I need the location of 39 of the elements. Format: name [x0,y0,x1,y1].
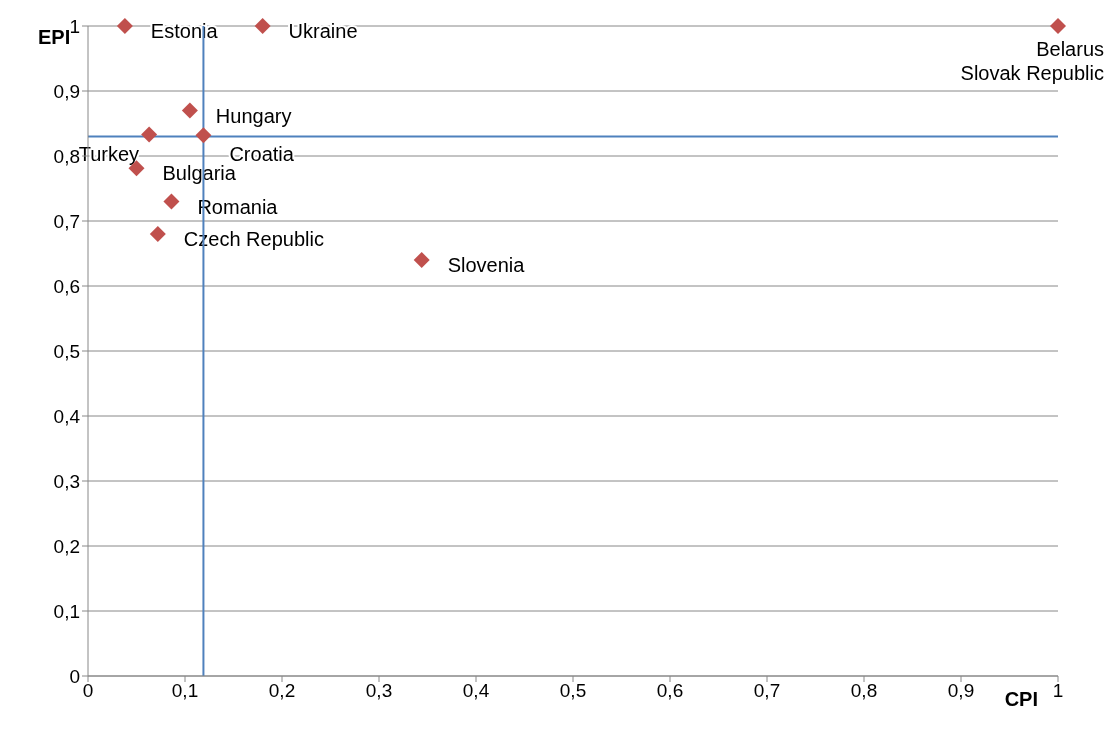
y-axis-title: EPI [38,26,71,48]
x-tick-label: 0,2 [268,680,296,702]
y-tick-label: 0,1 [53,600,80,622]
x-tick-label: 0,1 [171,680,199,702]
y-tick-label: 0 [69,665,80,687]
point [149,226,166,242]
y-tick-label: 0,4 [53,405,81,427]
point [413,252,430,268]
x-axis-title: CPI [1004,688,1038,710]
x-tick-label: 0,4 [462,680,490,702]
y-tick-label: 0,6 [53,275,80,297]
point [254,18,271,34]
annotation: Slovak Republic [960,62,1104,84]
x-tick-label: 0,5 [559,680,587,702]
y-tick-label: 1 [69,15,80,37]
y-tick-label: 0,5 [53,340,80,362]
y-tick-label: 0,7 [53,210,80,232]
x-tick-label: 0,3 [365,680,393,702]
x-tick-label: 0,9 [947,680,975,702]
annotation: Turkey [78,142,140,165]
point [195,127,212,144]
x-tick-label: 0,6 [656,680,684,702]
annotation: Slovenia [447,254,526,276]
point [141,126,158,143]
annotation: Ukraine [288,20,358,42]
point [181,102,198,119]
y-tick-label: 0,3 [53,470,80,492]
x-tick-label: 1 [1052,680,1064,702]
point [163,193,180,210]
x-tick-label: 0,7 [753,680,781,702]
y-tick-label: 0,8 [53,145,80,167]
point [1050,18,1066,34]
annotation: Belarus [1036,38,1104,60]
annotation: Croatia [229,142,295,165]
y-tick-label: 0,9 [53,80,80,102]
y-tick-label: 0,2 [53,535,80,557]
point [116,18,133,34]
annotation: Hungary [215,104,292,127]
x-tick-label: 0,8 [850,680,878,702]
